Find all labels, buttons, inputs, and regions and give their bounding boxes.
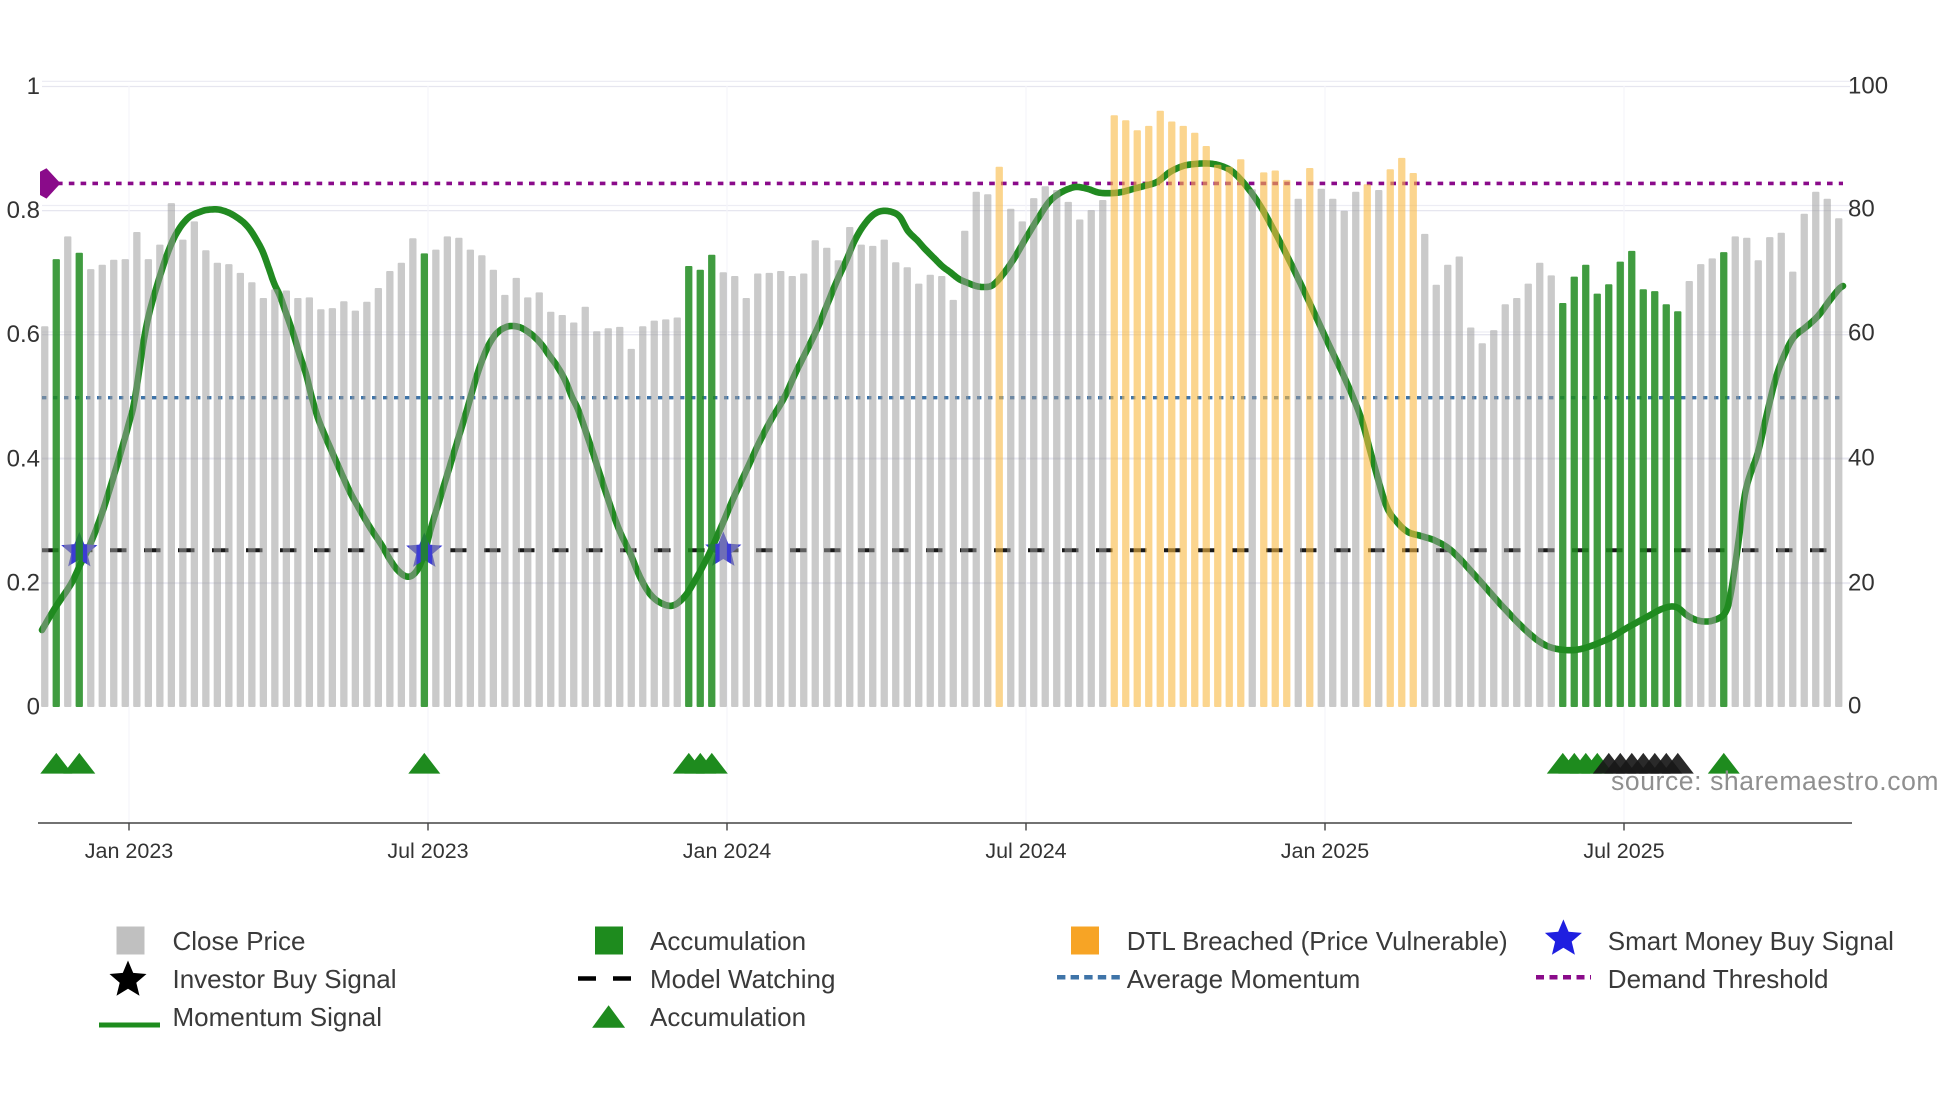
- svg-text:Jan 2023: Jan 2023: [85, 839, 174, 863]
- svg-text:Jul 2023: Jul 2023: [387, 839, 468, 863]
- svg-text:DTL Breached (Price Vulnerable: DTL Breached (Price Vulnerable): [1127, 926, 1508, 956]
- svg-text:0.6: 0.6: [7, 321, 40, 348]
- svg-text:Demand Threshold: Demand Threshold: [1608, 964, 1829, 994]
- svg-text:20: 20: [1848, 570, 1875, 597]
- svg-text:0.2: 0.2: [7, 569, 40, 596]
- svg-text:80: 80: [1848, 196, 1875, 223]
- svg-text:source: sharemaestro.com: source: sharemaestro.com: [1611, 766, 1939, 796]
- svg-text:Accumulation: Accumulation: [650, 926, 806, 956]
- svg-text:Jul 2025: Jul 2025: [1583, 839, 1664, 863]
- svg-text:1: 1: [27, 73, 40, 100]
- svg-text:Jan 2024: Jan 2024: [683, 839, 772, 863]
- svg-text:40: 40: [1848, 445, 1875, 472]
- svg-text:Close Price: Close Price: [173, 926, 306, 956]
- svg-text:Smart Money Buy Signal: Smart Money Buy Signal: [1608, 926, 1894, 956]
- svg-text:0: 0: [27, 694, 40, 721]
- svg-text:0.4: 0.4: [7, 445, 40, 472]
- svg-text:Accumulation: Accumulation: [650, 1002, 806, 1032]
- svg-text:Investor Buy Signal: Investor Buy Signal: [173, 964, 397, 994]
- svg-text:Model Watching: Model Watching: [650, 964, 835, 994]
- svg-text:Jul 2024: Jul 2024: [985, 839, 1066, 863]
- svg-text:100: 100: [1848, 73, 1888, 100]
- svg-text:Average Momentum: Average Momentum: [1127, 964, 1361, 994]
- svg-text:0: 0: [1848, 693, 1861, 720]
- svg-text:Jan 2025: Jan 2025: [1281, 839, 1370, 863]
- svg-text:Momentum Signal: Momentum Signal: [173, 1002, 383, 1032]
- svg-text:0.8: 0.8: [7, 197, 40, 224]
- svg-text:60: 60: [1848, 320, 1875, 347]
